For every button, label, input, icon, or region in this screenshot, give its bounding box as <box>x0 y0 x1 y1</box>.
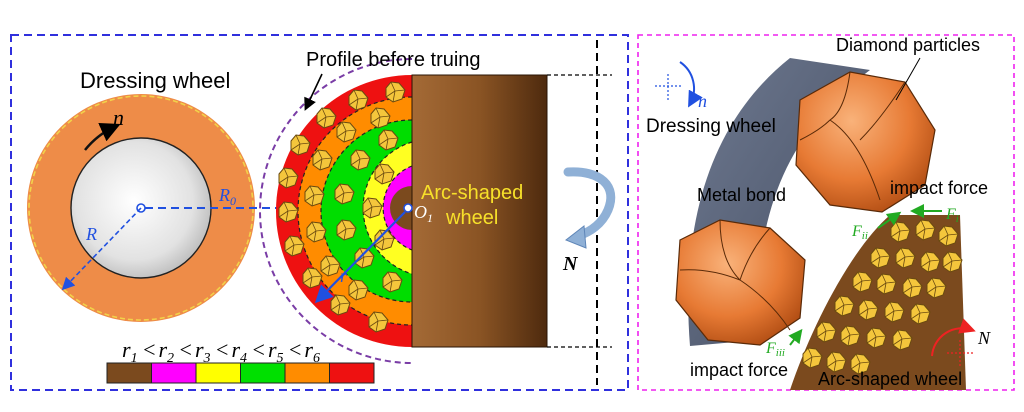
arc-wheel-label-line1: Arc-shaped <box>421 182 523 204</box>
legend-color-bar <box>106 362 375 384</box>
legend-subscript: 1 <box>131 351 138 366</box>
legend-operator: < <box>174 337 192 362</box>
force-Fii-arrow <box>877 211 902 229</box>
force-Fiii-label: Fiii <box>765 340 785 359</box>
legend-operator: < <box>247 337 265 362</box>
legend-inequality: r1 < r2 < r3 < r4 < r5 < r6 <box>122 337 320 366</box>
rotation-n-left: n <box>113 105 124 130</box>
legend-symbol: r <box>158 337 167 362</box>
legend-swatch <box>195 362 241 384</box>
radius-r-label: r <box>340 266 348 286</box>
legend-symbol: r <box>231 337 240 362</box>
legend-operator: < <box>138 337 156 362</box>
legend-swatch <box>284 362 330 384</box>
legend-swatch <box>106 362 152 384</box>
legend-subscript: 5 <box>277 351 284 366</box>
dressing-wheel-label: Dressing wheel <box>80 68 230 93</box>
legend-symbol: r <box>122 337 131 362</box>
force-Fi-label: Fi <box>945 206 959 225</box>
legend-swatch <box>329 362 375 384</box>
legend-subscript: 6 <box>313 351 320 366</box>
diamond-particles-label: Diamond particles <box>836 35 980 55</box>
diamond-particles-pointer <box>895 57 921 101</box>
rotation-n-right: n <box>698 91 707 111</box>
profile-pointer-arrow <box>304 73 323 111</box>
arc-wheel-label-line2: wheel <box>445 207 498 229</box>
profile-before-truing-label: Profile before truing <box>306 49 481 71</box>
legend-subscript: 2 <box>167 351 174 366</box>
force-Fiii-arrow <box>788 328 803 346</box>
radius-R-line <box>61 207 142 291</box>
diamond-particle-lower <box>675 219 806 346</box>
arc-shaped-wheel-body <box>411 74 548 348</box>
left-panel-frame <box>10 34 629 391</box>
force-Fii-label: Fii <box>851 223 868 242</box>
legend-swatch <box>240 362 286 384</box>
legend-symbol: r <box>195 337 204 362</box>
legend-operator: < <box>284 337 302 362</box>
rotation-symbol-N <box>931 318 976 366</box>
radius-R-label: R <box>85 224 97 244</box>
dressing-wheel-label-right: Dressing wheel <box>646 116 776 137</box>
center-O1 <box>403 203 413 213</box>
radius-r-line <box>314 211 406 304</box>
rotation-arrow-N-head <box>565 225 587 249</box>
rotation-arrow-n-left <box>84 123 121 151</box>
impact-force-bottom-label: impact force <box>690 360 788 380</box>
arc-shaped-wheel-label-right: Arc-shaped wheel <box>818 369 962 389</box>
rotation-symbol-n <box>655 61 703 108</box>
legend-subscript: 3 <box>203 351 211 366</box>
profile-before-truing-arc <box>259 58 413 364</box>
center-O1-label: O1 <box>414 202 433 225</box>
rotation-arrow-N-left <box>563 167 616 241</box>
legend-symbol: r <box>268 337 277 362</box>
radius-R0-label: R0 <box>218 185 236 208</box>
diamond-particle-upper <box>795 71 936 213</box>
legend-subscript: 4 <box>240 351 247 366</box>
legend-symbol: r <box>304 337 313 362</box>
rotation-N-left: N <box>562 253 579 275</box>
legend-swatch <box>151 362 197 384</box>
metal-bond-label: Metal bond <box>697 185 786 205</box>
legend-operator: < <box>211 337 229 362</box>
impact-force-top-label: impact force <box>890 178 988 198</box>
rotation-N-right: N <box>977 328 991 348</box>
